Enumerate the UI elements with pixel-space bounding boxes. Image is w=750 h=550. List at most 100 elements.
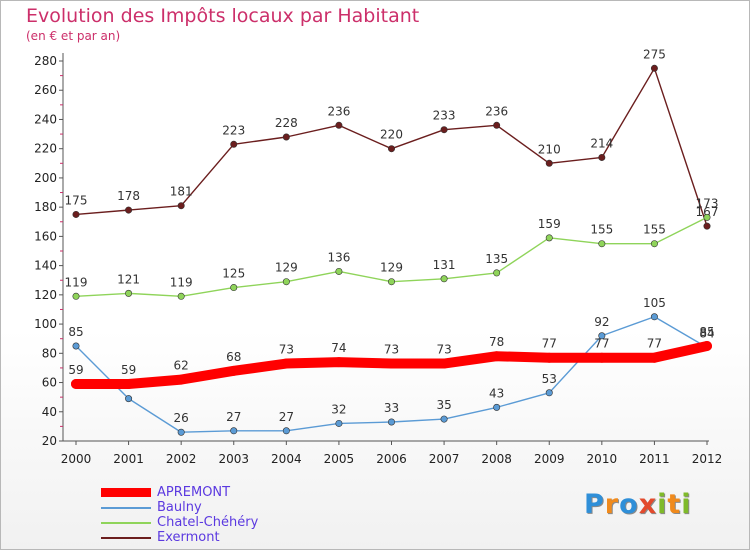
data-point (702, 341, 712, 351)
data-label: 181 (170, 185, 193, 199)
x-tick-label: 2002 (166, 452, 197, 466)
data-point (598, 332, 606, 340)
data-point (386, 358, 397, 369)
data-label: 129 (275, 261, 298, 275)
data-label: 155 (590, 223, 613, 237)
data-point (72, 292, 80, 300)
data-label: 77 (542, 337, 557, 351)
data-label: 175 (65, 193, 88, 207)
data-point (230, 427, 238, 435)
data-label: 26 (174, 411, 189, 425)
data-point (282, 427, 290, 435)
data-label: 27 (279, 410, 294, 424)
legend-item: Exermont (101, 530, 258, 545)
logo-letter: i (657, 489, 668, 520)
data-label: 59 (121, 363, 136, 377)
data-label: 220 (380, 128, 403, 142)
data-point (72, 342, 80, 350)
data-label: 85 (699, 325, 714, 339)
legend-item: Baulny (101, 500, 258, 515)
data-label: 68 (226, 350, 241, 364)
legend-item: APREMONT (101, 485, 258, 500)
data-point (387, 145, 395, 153)
legend-label: Exermont (157, 530, 220, 545)
data-label: 125 (222, 267, 245, 281)
data-label: 33 (384, 401, 399, 415)
x-tick-label: 2010 (587, 452, 618, 466)
data-label: 84 (699, 326, 714, 340)
x-tick-label: 2006 (376, 452, 407, 466)
data-label: 228 (275, 116, 298, 130)
data-point (125, 289, 133, 297)
data-label: 73 (279, 343, 294, 357)
y-tick-label: 100 (34, 317, 57, 331)
x-tick-label: 2003 (218, 452, 249, 466)
data-point (493, 403, 501, 411)
data-point (439, 358, 450, 369)
legend-item: Chatel-Chéhéry (101, 515, 258, 530)
x-tick-label: 2008 (481, 452, 512, 466)
data-point (230, 284, 238, 292)
y-tick-label: 80 (42, 346, 57, 360)
data-point (440, 126, 448, 134)
data-label: 62 (174, 359, 189, 373)
data-label: 136 (327, 250, 350, 264)
data-point (491, 351, 502, 362)
data-label: 236 (485, 104, 508, 118)
y-tick-label: 200 (34, 171, 57, 185)
data-label: 105 (643, 296, 666, 310)
legend-swatch (101, 506, 151, 509)
y-tick-label: 280 (34, 54, 57, 68)
data-label: 129 (380, 261, 403, 275)
y-tick-label: 220 (34, 142, 57, 156)
data-point (387, 418, 395, 426)
data-point (493, 121, 501, 129)
chart-title: Evolution des Impôts locaux par Habitant (26, 5, 420, 27)
data-label: 35 (436, 398, 451, 412)
data-point (176, 374, 187, 385)
data-label: 73 (384, 343, 399, 357)
y-tick-label: 40 (42, 405, 57, 419)
data-label: 131 (433, 258, 456, 272)
data-point (703, 213, 711, 221)
legend-label: Baulny (157, 500, 202, 515)
data-point (123, 379, 134, 389)
logo-letter: x (638, 489, 658, 520)
y-tick-label: 140 (34, 259, 57, 273)
data-point (649, 352, 660, 363)
x-tick-label: 2009 (534, 452, 565, 466)
data-point (440, 275, 448, 283)
chart-subtitle: (en € et par an) (26, 29, 121, 43)
data-label: 167 (696, 205, 719, 219)
logo-letter: t (667, 489, 682, 520)
data-label: 178 (117, 189, 140, 203)
data-point (125, 206, 133, 214)
data-point (281, 358, 292, 369)
x-tick-label: 2004 (271, 452, 302, 466)
data-point (125, 395, 133, 403)
x-tick-label: 2001 (113, 452, 144, 466)
data-label: 173 (696, 196, 719, 210)
data-label: 210 (538, 142, 561, 156)
data-label: 135 (485, 252, 508, 266)
legend-label: APREMONT (157, 485, 231, 500)
data-label: 77 (647, 337, 662, 351)
data-label: 119 (170, 275, 193, 289)
data-point (650, 313, 658, 321)
data-label: 85 (68, 325, 83, 339)
data-point (177, 202, 185, 210)
data-point (72, 210, 80, 218)
chart-legend: APREMONT Baulny Chatel-Chéhéry Exermont (101, 485, 258, 545)
data-point (230, 140, 238, 148)
data-label: 223 (222, 123, 245, 137)
data-label: 121 (117, 272, 140, 286)
legend-swatch (101, 488, 151, 497)
data-point (598, 240, 606, 248)
data-label: 74 (331, 341, 346, 355)
legend-swatch (101, 521, 151, 524)
logo-letter: i (681, 489, 692, 520)
data-label: 236 (327, 104, 350, 118)
logo-letter: o (619, 489, 639, 520)
data-label: 77 (594, 337, 609, 351)
